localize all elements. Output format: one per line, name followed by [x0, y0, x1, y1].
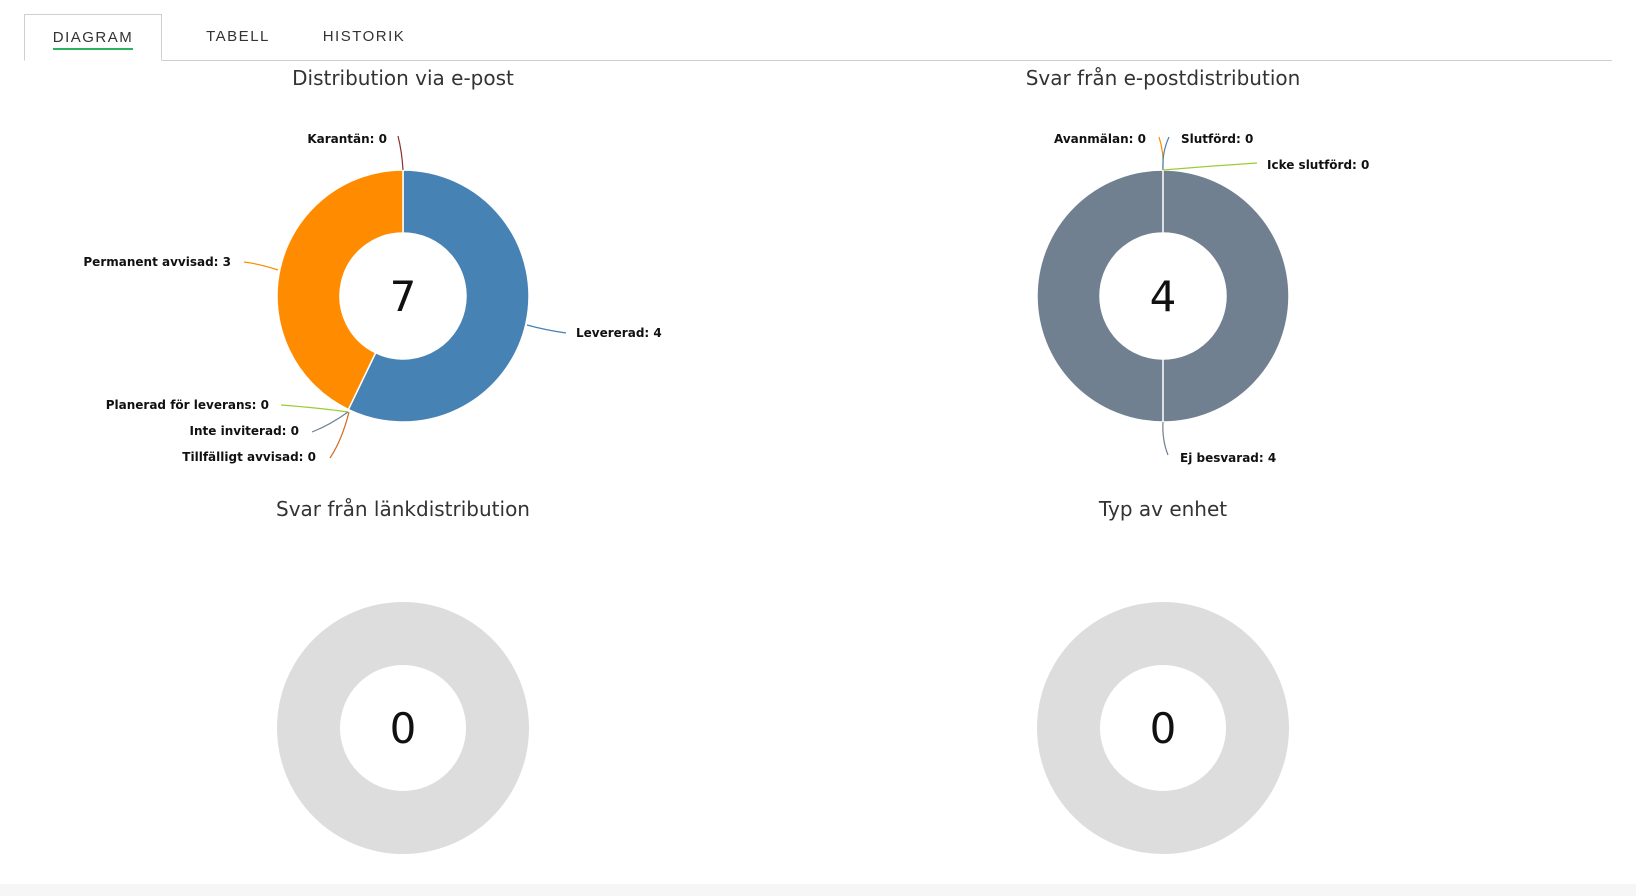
chart-1-slice-label-2: Permanent avvisad: 3: [83, 255, 231, 269]
chart-2-slice-label-2: Avanmälan: 0: [1054, 132, 1146, 146]
chart-1-slice-permanent-avvisad[interactable]: [276, 169, 404, 411]
chart-2-slice-label-3: Slutförd: 0: [1181, 132, 1253, 146]
chart-1-slice-levererad[interactable]: [347, 169, 530, 423]
chart-title-4: Typ av enhet: [1098, 497, 1227, 521]
tab-bar: DIAGRAM TABELL HISTORIK: [24, 14, 1612, 61]
chart-1-leader-line-1: [526, 324, 567, 334]
tab-tabell[interactable]: TABELL: [188, 14, 288, 60]
chart-1-slice-label-6: Tillfälligt avvisad: 0: [182, 450, 316, 464]
tab-historik-label: HISTORIK: [322, 28, 406, 45]
bottom-strip: [0, 884, 1636, 896]
chart-1-slice-label-1: Levererad: 4: [576, 326, 662, 340]
chart-4-empty-ring: [1036, 602, 1289, 854]
chart-2-leader-line-1: [1162, 421, 1169, 456]
chart-title-1: Distribution via e-post: [292, 66, 514, 90]
tab-historik[interactable]: HISTORIK: [304, 14, 424, 60]
chart-1-total: 7: [390, 272, 417, 321]
chart-1-leader-line-2: [243, 261, 279, 271]
chart-1-leader-line-4: [280, 404, 349, 413]
chart-2-slice-label-4: Icke slutförd: 0: [1267, 158, 1369, 172]
chart-2-slice-label-1: Ej besvarad: 4: [1180, 451, 1276, 465]
chart-2-leader-line-4: [1162, 162, 1258, 171]
chart-1-leader-line-5: [311, 411, 349, 433]
chart-title-3: Svar från länkdistribution: [276, 497, 530, 521]
chart-2-total: 4: [1150, 272, 1177, 321]
chart-2-slice-ej-besvarad[interactable]: [1036, 169, 1290, 423]
chart-1-slice-label-4: Planerad för leverans: 0: [106, 398, 269, 412]
chart-title-2: Svar från e-postdistribution: [1026, 66, 1301, 90]
tab-diagram[interactable]: DIAGRAM: [24, 14, 162, 61]
chart-3-total: 0: [390, 704, 417, 753]
chart-1-leader-line-6: [329, 411, 350, 459]
chart-1-leader-line-3: [397, 135, 404, 171]
chart-2-leader-line-3: [1162, 136, 1170, 171]
chart-1-slice-label-3: Karantän: 0: [307, 132, 387, 146]
tab-diagram-label: DIAGRAM: [52, 29, 134, 50]
chart-4-total: 0: [1150, 704, 1177, 753]
chart-1-slice-label-5: Inte inviterad: 0: [190, 424, 299, 438]
chart-3-empty-ring: [276, 602, 529, 854]
tab-tabell-label: TABELL: [206, 28, 270, 45]
